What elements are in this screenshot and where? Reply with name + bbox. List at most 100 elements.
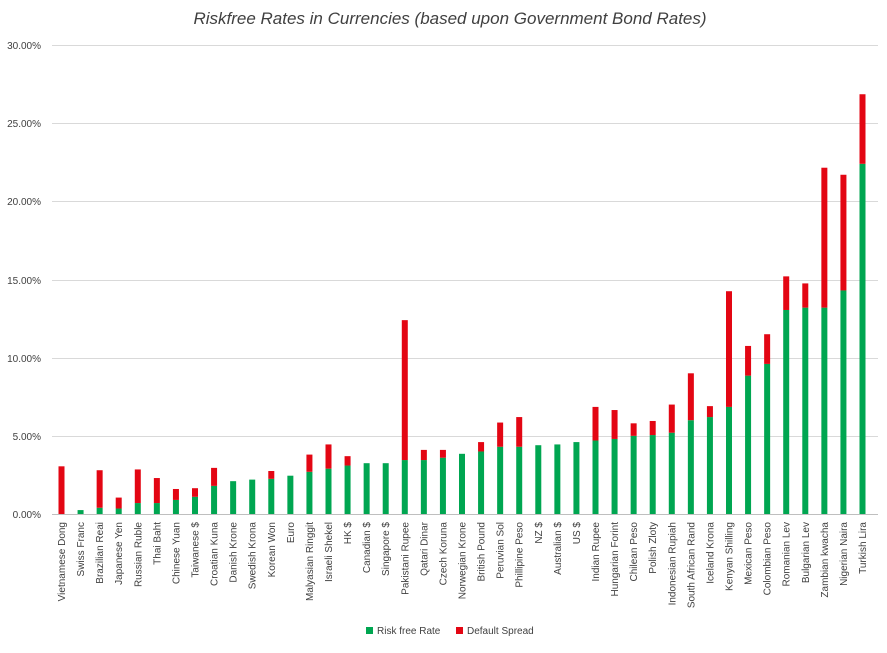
x-tick-label: Korean Won xyxy=(267,522,278,577)
bar-default-spread xyxy=(859,94,866,164)
bar-default-spread xyxy=(706,406,713,418)
bar-risk-free-rate xyxy=(363,463,370,514)
bar-default-spread xyxy=(764,334,771,364)
bar-risk-free-rate xyxy=(726,406,732,514)
bar-risk-free-rate xyxy=(401,460,408,514)
x-tick-label: Canadian $ xyxy=(362,522,373,574)
x-tick-label: Thai Baht xyxy=(152,522,163,565)
x-tick-label: NZ $ xyxy=(534,522,545,544)
bar-risk-free-rate xyxy=(764,363,771,514)
gridlines xyxy=(52,45,878,515)
bar-risk-free-rate xyxy=(554,444,561,514)
x-tick-label: Chinese Yuan xyxy=(171,522,182,584)
y-tick-label: 5.00% xyxy=(13,432,41,443)
x-tick-label: Brazilian Reai xyxy=(95,522,106,584)
bar-risk-free-rate xyxy=(344,465,351,514)
x-tick-label: Swedish Krona xyxy=(248,522,259,590)
bar-default-spread xyxy=(687,373,694,421)
legend-swatch xyxy=(366,627,373,634)
legend-item-default-spread: Default Spread xyxy=(456,626,534,637)
bar-risk-free-rate xyxy=(459,453,465,514)
bar-risk-free-rate xyxy=(802,307,809,514)
bar-default-spread xyxy=(668,404,675,433)
x-axis: Vietnamese Dong Swiss Franc Brazilian Reai… xyxy=(57,521,869,608)
x-tick-label: Czech Koruna xyxy=(438,522,449,586)
y-tick-label: 10.00% xyxy=(7,354,41,365)
bar-risk-free-rate xyxy=(306,471,313,514)
x-tick-label: Phillipine Peso xyxy=(515,522,526,588)
x-tick-label: Turkish Lira xyxy=(858,522,869,574)
x-tick-label: Kenyan Shilling xyxy=(725,522,736,591)
x-tick-label: Croatian Kuna xyxy=(210,522,221,586)
chart-title: Riskfree Rates in Currencies (based upon… xyxy=(193,9,706,28)
bar-risk-free-rate xyxy=(687,420,694,514)
bar-default-spread xyxy=(516,417,523,447)
legend-swatch xyxy=(456,627,463,634)
bar-default-spread xyxy=(478,442,485,452)
bar-risk-free-rate xyxy=(230,481,237,514)
x-tick-label: Indonesian Rupiah xyxy=(667,522,678,605)
bar-risk-free-rate xyxy=(153,503,160,514)
bar-default-spread xyxy=(172,488,179,500)
bar-risk-free-rate xyxy=(382,463,389,514)
x-tick-label: Malyasian Ringgit xyxy=(305,522,316,601)
bar-risk-free-rate xyxy=(649,435,656,514)
legend: Risk free Rate Default Spread xyxy=(366,626,534,637)
bar-risk-free-rate xyxy=(783,309,790,514)
bar-risk-free-rate xyxy=(115,508,122,514)
bar-default-spread xyxy=(401,320,408,461)
bar-default-spread xyxy=(268,471,275,479)
x-tick-label: Iceland Krona xyxy=(705,522,716,584)
x-tick-label: Israeli Shekel xyxy=(324,522,335,582)
bar-risk-free-rate xyxy=(592,440,599,514)
y-tick-label: 25.00% xyxy=(7,119,41,130)
x-tick-label: Taiwanese $ xyxy=(191,522,202,578)
bar-risk-free-rate xyxy=(745,375,752,514)
x-tick-label: Polish Zloty xyxy=(648,522,659,574)
bar-risk-free-rate xyxy=(211,485,218,514)
x-tick-label: Russian Ruble xyxy=(133,522,144,587)
bar-risk-free-rate xyxy=(573,442,580,514)
legend-label: Risk free Rate xyxy=(377,626,441,637)
bar-risk-free-rate xyxy=(821,307,828,514)
y-axis: 0.00% 5.00% 10.00% 15.00% 20.00% 25.00% 30.00% xyxy=(7,41,41,521)
x-tick-label: Qatari Dinar xyxy=(419,521,430,576)
x-tick-label: Norwegian Krone xyxy=(458,522,469,600)
bar-risk-free-rate xyxy=(249,479,256,514)
bar-default-spread xyxy=(745,345,752,376)
bar-default-spread xyxy=(611,410,618,439)
x-tick-label: Swiss Franc xyxy=(76,522,87,576)
x-tick-label: Nigerian Naira xyxy=(839,522,850,586)
bar-default-spread xyxy=(420,449,427,461)
bar-default-spread xyxy=(153,478,160,504)
y-tick-label: 0.00% xyxy=(13,510,41,521)
x-tick-label: Colombian Peso xyxy=(763,522,774,596)
x-tick-label: HK $ xyxy=(343,522,354,545)
bar-risk-free-rate xyxy=(134,503,141,514)
x-tick-label: Japanese Yen xyxy=(114,522,125,585)
x-tick-label: Chilean Peso xyxy=(629,522,640,582)
bar-default-spread xyxy=(592,406,599,441)
legend-item-risk-free-rate: Risk free Rate xyxy=(366,626,441,637)
x-tick-label: Vietnamese Dong xyxy=(57,522,68,601)
bar-default-spread xyxy=(840,174,847,291)
bar-default-spread xyxy=(802,283,809,308)
bar-default-spread xyxy=(115,497,122,509)
bar-default-spread xyxy=(96,470,103,508)
bar-risk-free-rate xyxy=(840,290,847,514)
bar-risk-free-rate xyxy=(497,446,504,514)
bar-risk-free-rate xyxy=(268,478,275,514)
bar-risk-free-rate xyxy=(630,435,637,514)
y-tick-label: 30.00% xyxy=(7,41,41,52)
bar-risk-free-rate xyxy=(172,499,179,514)
bar-default-spread xyxy=(649,420,656,436)
bar-risk-free-rate xyxy=(516,446,523,514)
legend-label: Default Spread xyxy=(467,626,534,637)
x-tick-label: South African Rand xyxy=(686,522,697,608)
bar-risk-free-rate xyxy=(77,510,84,514)
bar-default-spread xyxy=(325,444,332,469)
bar-default-spread xyxy=(821,167,828,308)
x-tick-label: Singapore $ xyxy=(381,522,392,576)
